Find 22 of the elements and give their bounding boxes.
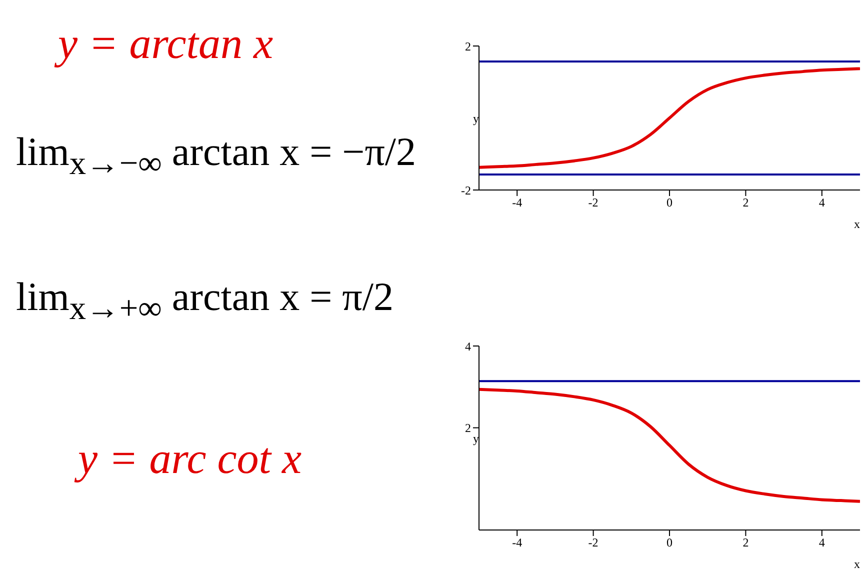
x-tick-label: -4 — [512, 536, 522, 550]
y-axis-title: y — [473, 111, 479, 126]
y-tick-label: 2 — [465, 421, 471, 436]
y-axis-title: y — [473, 431, 479, 446]
text: lim$_{x→+∞}$ arctan x = π/2 — [16, 273, 394, 328]
x-tick-label: -2 — [588, 536, 598, 550]
x-axis-title: x — [854, 217, 860, 231]
line-series — [479, 67, 860, 169]
y-tick-label: -2 — [461, 183, 471, 198]
y-tick-label: 2 — [465, 39, 471, 54]
x-tick-label: 4 — [818, 536, 825, 550]
x-tick-label: 2 — [742, 196, 749, 210]
x-tick-label: 0 — [666, 536, 672, 550]
x-tick-label: 2 — [742, 536, 749, 550]
x-tick-label: 0 — [666, 196, 672, 210]
x-tick-label: -4 — [512, 196, 522, 210]
line-series — [479, 388, 860, 503]
x-axis-title: x — [854, 557, 860, 569]
x-tick-label: -2 — [588, 196, 598, 210]
x-tick-label: 4 — [818, 196, 825, 210]
y-tick-label: 4 — [465, 339, 471, 354]
text: lim$_{x→−∞}$ arctan x = −π/2 — [16, 128, 416, 183]
